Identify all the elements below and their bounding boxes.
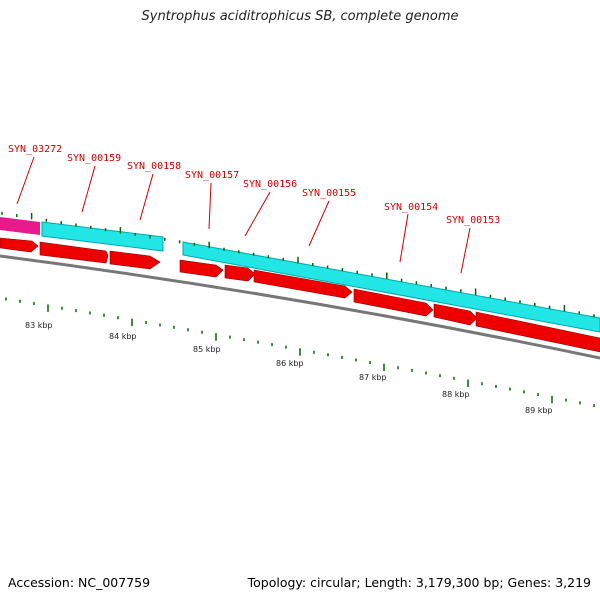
leader-line: [208, 182, 212, 230]
gene-label[interactable]: SYN_00159: [67, 153, 121, 164]
leader-line: [244, 191, 271, 237]
upper-tick-marks: [1, 211, 595, 318]
kbp-label: 84 kbp: [109, 332, 137, 341]
cds-arrow-4[interactable]: [179, 259, 224, 278]
leader-line: [16, 156, 35, 205]
cds-arrow-8[interactable]: [433, 303, 478, 326]
gene-label[interactable]: SYN_00158: [127, 161, 181, 172]
lower-tick-marks: [5, 297, 595, 408]
gene-label[interactable]: SYN_00154: [384, 202, 438, 213]
gene-label[interactable]: SYN_00156: [243, 179, 297, 190]
kbp-label: 89 kbp: [525, 406, 553, 415]
gene-track-pseudo[interactable]: [0, 217, 40, 235]
cds-arrow-9[interactable]: [475, 311, 600, 353]
kbp-label: 85 kbp: [193, 345, 221, 354]
map-title: Syntrophus aciditrophicus SB, complete g…: [141, 9, 459, 24]
leader-line: [139, 173, 154, 221]
leader-line: [460, 227, 471, 274]
cds-arrow-7[interactable]: [353, 288, 434, 317]
label-leader-lines: [16, 156, 471, 274]
accession-text: Accession: NC_007759: [8, 575, 151, 590]
kbp-label: 87 kbp: [359, 373, 387, 382]
kbp-label: 86 kbp: [276, 359, 304, 368]
cds-arrow-1[interactable]: [0, 237, 39, 253]
kbp-label: 83 kbp: [25, 321, 53, 330]
cds-arrow-2[interactable]: [39, 241, 109, 264]
gene-label[interactable]: SYN_00155: [302, 188, 356, 199]
cds-arrow-5[interactable]: [224, 264, 256, 282]
gene-label[interactable]: SYN_03272: [8, 144, 62, 155]
leader-line: [81, 165, 96, 213]
cds-arrow-3[interactable]: [109, 250, 161, 270]
leader-line: [399, 213, 409, 263]
genome-backbone: [0, 254, 600, 360]
cds-arrow-6[interactable]: [253, 269, 353, 299]
gene-track-1[interactable]: [41, 221, 164, 252]
genome-summary-text: Topology: circular; Length: 3,179,300 bp…: [247, 575, 591, 590]
gene-label[interactable]: SYN_00153: [446, 215, 500, 226]
kbp-label: 88 kbp: [442, 390, 470, 399]
gene-label[interactable]: SYN_00157: [185, 170, 239, 181]
leader-line: [308, 200, 330, 247]
gene-track-2[interactable]: [182, 241, 600, 333]
